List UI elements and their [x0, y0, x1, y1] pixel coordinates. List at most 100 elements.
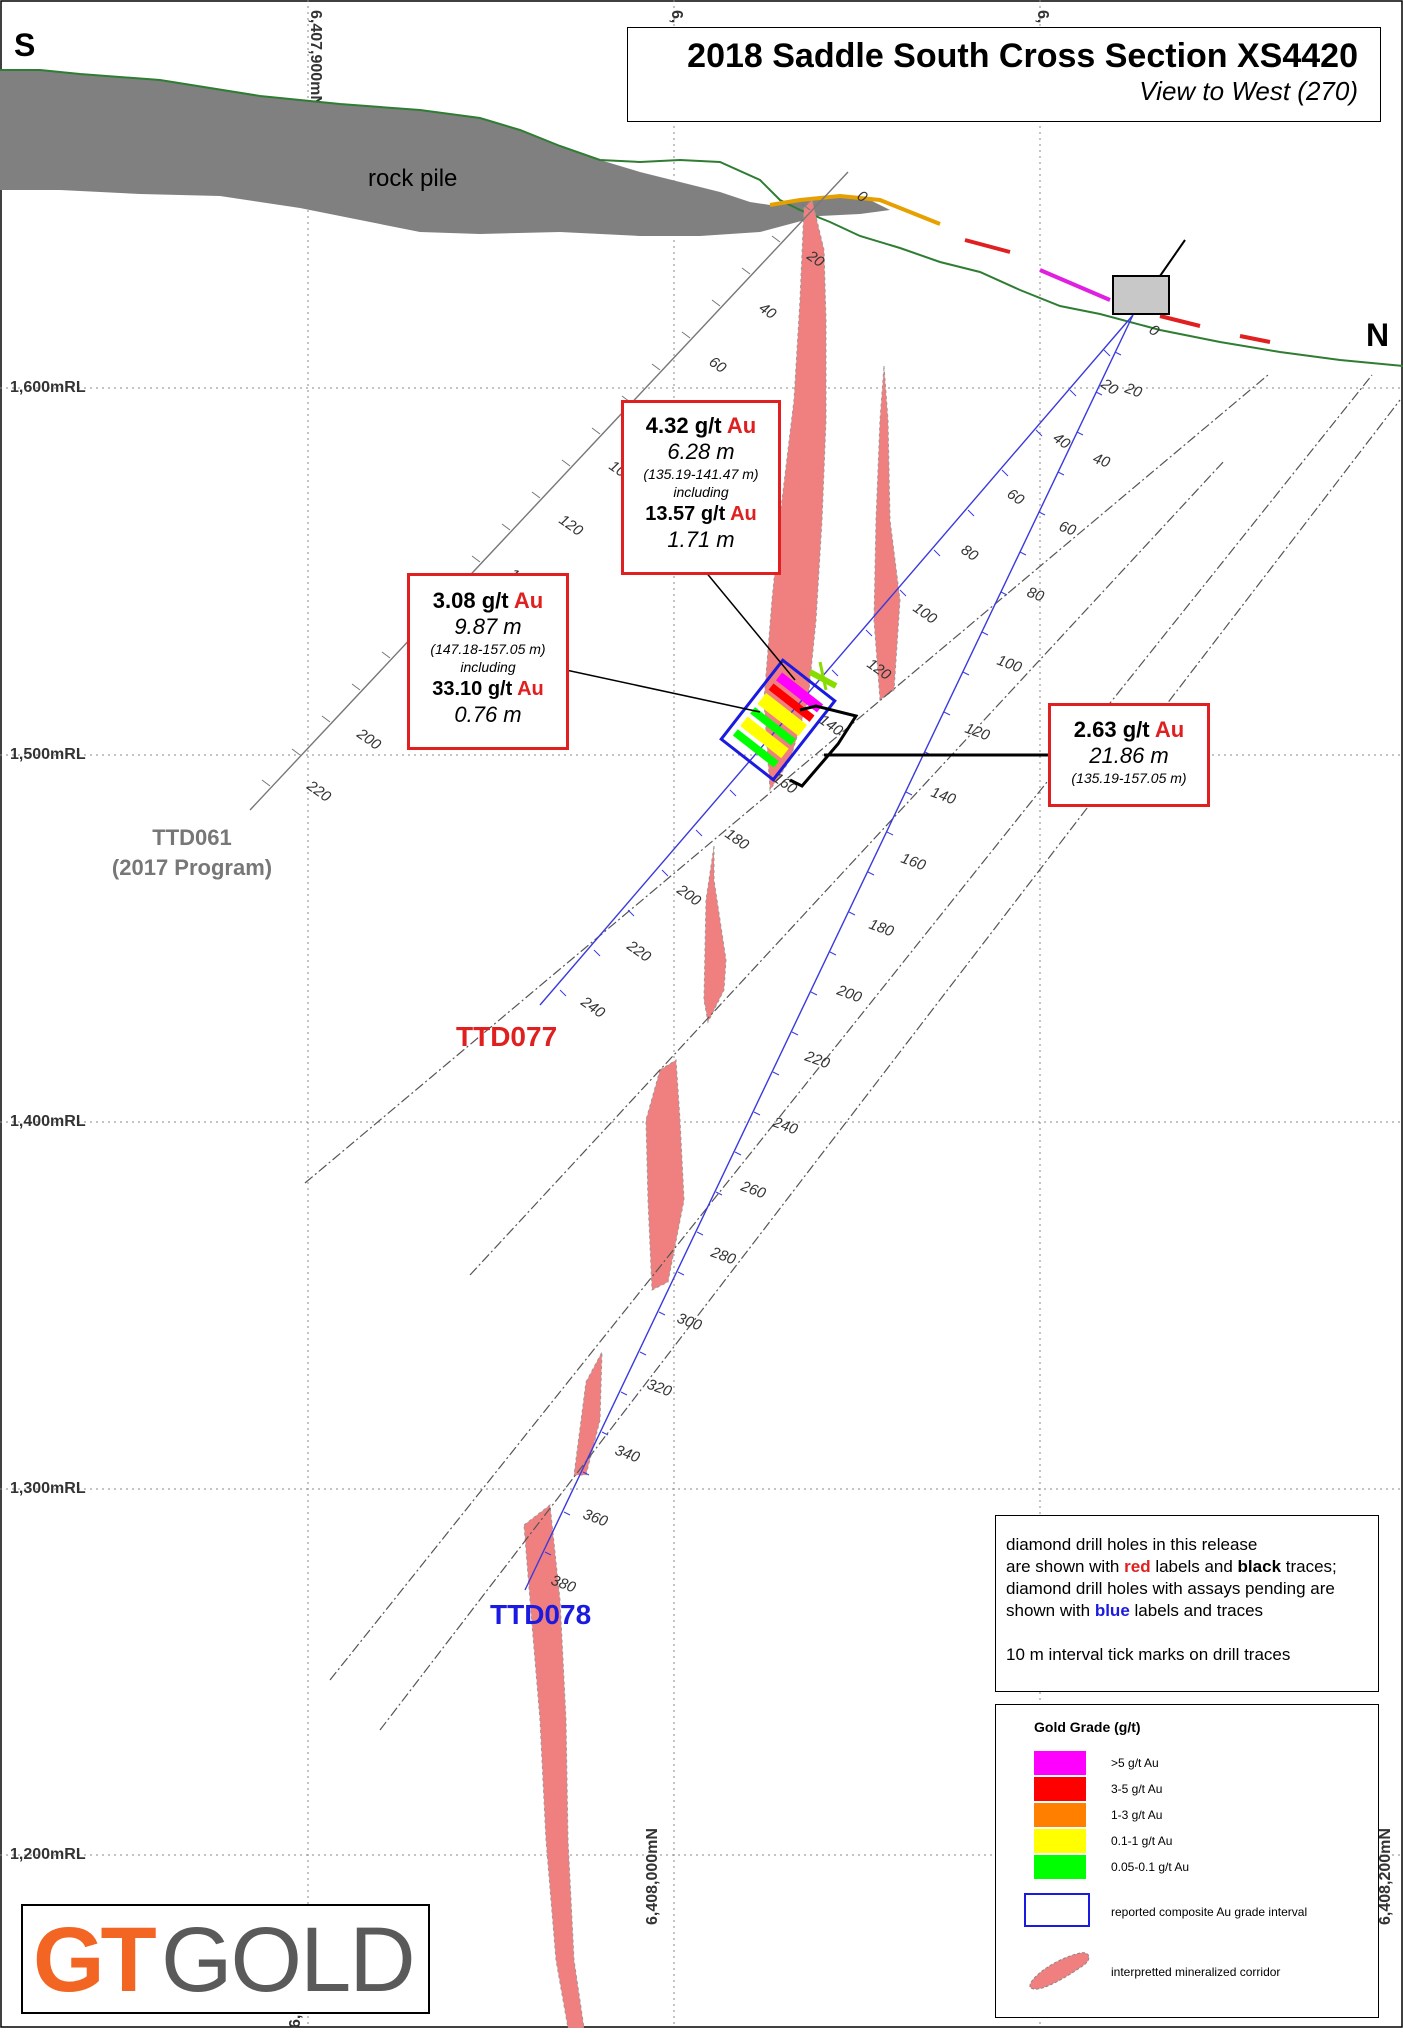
ttd078-tick-320: 320 [645, 1376, 675, 1401]
ttd078-tick-340: 340 [613, 1442, 643, 1467]
ttd077-tick-60: 60 [1004, 485, 1028, 509]
elevation-label-1200: 1,200mRL [10, 1846, 86, 1863]
ttd077-tick-40: 40 [1050, 429, 1074, 453]
ttd078-tick-100: 100 [995, 652, 1025, 677]
note-red-word: red [1124, 1557, 1151, 1576]
ttd078-tick-240: 240 [770, 1113, 801, 1138]
ttd078-tick-260: 260 [738, 1177, 769, 1202]
ttd078-tick-120: 120 [963, 720, 993, 745]
ttd078-tick-360: 360 [581, 1506, 611, 1531]
ttd077-tick-200: 200 [673, 881, 705, 910]
corridor-segment-2 [645, 1059, 685, 1291]
ttd078-tick-20: 20 [1122, 379, 1145, 401]
ttd078-tick-280: 280 [708, 1243, 739, 1268]
compass-south: S [14, 27, 35, 63]
ttd061-tick-60: 60 [706, 353, 730, 377]
company-logo: GT GOLD [21, 1904, 430, 2014]
interval-bracket [789, 704, 859, 788]
note-line-3: diamond drill holes with assays pending … [1006, 1579, 1335, 1598]
ttd061-tick-120: 120 [556, 511, 587, 540]
intercept-3-element: Au [1154, 717, 1185, 742]
ttd061-tick-40: 40 [756, 299, 780, 323]
mineralized-corridors [523, 199, 901, 2029]
logo-gold: GOLD [161, 1909, 416, 2011]
ttd078-name: TTD078 [490, 1599, 591, 1630]
legend-corridor-swatch [1029, 1952, 1090, 1990]
elevation-label-1400: 1,400mRL [10, 1113, 86, 1130]
note-line-2: are shown with red labels and black trac… [1006, 1556, 1368, 1578]
elevation-label-1500: 1,500mRL [10, 746, 86, 763]
ttd078-tick-140: 140 [929, 784, 959, 809]
surface-sample-red-2 [1159, 314, 1271, 344]
drill-pad-pointer [1159, 239, 1186, 277]
intercept-2-range: (147.18-157.05 m) [430, 641, 546, 657]
composite-interval-box [719, 658, 837, 782]
intercept-2-sub-grade: 33.10 g/t [432, 678, 513, 700]
intercept-1-element: Au [726, 413, 757, 438]
legend-label-1-3: 1-3 g/t Au [1111, 1808, 1163, 1822]
drill-hole-note: diamond drill holes in this release are … [995, 1515, 1379, 1692]
corridor-upper-right [873, 365, 901, 701]
note-line-4-b: labels and traces [1129, 1601, 1264, 1620]
ttd078-tick-200: 200 [834, 981, 865, 1006]
intercept-1-sub-element: Au [730, 503, 757, 525]
leader-intercept-2 [565, 669, 761, 713]
ttd078-tick-40: 40 [1091, 450, 1113, 472]
intercept-1-sub-length: 1.71 m [667, 527, 735, 552]
legend-label-0.1-1: 0.1-1 g/t Au [1111, 1834, 1173, 1848]
northing-label-bottom-right: 6,408,200mN [1377, 1828, 1394, 1925]
intercept-3-range: (135.19-157.05 m) [1071, 770, 1187, 786]
legend-label-gt5: >5 g/t Au [1111, 1756, 1159, 1770]
northing-label-top-mid: 6, [668, 10, 685, 23]
assay-interval-markers [719, 658, 838, 782]
legend-corridor-label: interpretted mineralized corridor [1111, 1965, 1281, 1979]
rock-pile-label: rock pile [368, 165, 457, 192]
corridor-segment-1 [703, 845, 727, 1024]
ttd077-tick-240: 240 [577, 993, 609, 1022]
ttd078-tick-80: 80 [1025, 584, 1047, 606]
northing-label-top: 6,407,900mN [307, 10, 324, 107]
ttd061-tick-200: 200 [353, 725, 385, 754]
legend-swatch-0.05-0.1 [1034, 1855, 1086, 1879]
note-line-4: shown with blue labels and traces [1006, 1600, 1368, 1622]
ttd077-tick-80: 80 [958, 541, 982, 565]
intercept-1-length: 6.28 m [667, 439, 735, 464]
legend-swatch-1-3 [1034, 1803, 1086, 1827]
ttd061-name: TTD061 [152, 825, 231, 850]
compass-north: N [1366, 317, 1389, 353]
topography-line [0, 69, 1403, 367]
ttd077-tick-100: 100 [910, 599, 941, 628]
surface-sample-red [964, 238, 1011, 254]
intercept-1-sub-grade: 13.57 g/t [645, 503, 726, 525]
corridor-lower [523, 1504, 585, 2029]
intercept-3-length: 21.86 m [1089, 743, 1169, 768]
intercept-2-including: including [460, 659, 516, 675]
ttd078-trace: 0 20 40 60 80 100 120 140 160 180 200 22… [524, 314, 1163, 1597]
intercept-2-sub-length: 0.76 m [454, 702, 522, 727]
legend-swatch-gt5 [1034, 1751, 1086, 1775]
intercept-1-grade: 4.32 g/t [645, 413, 722, 438]
ttd078-tick-220: 220 [802, 1047, 833, 1072]
intercept-1-range: (135.19-141.47 m) [643, 466, 759, 482]
ttd061-program: (2017 Program) [112, 855, 272, 880]
legend-label-3-5: 3-5 g/t Au [1111, 1782, 1163, 1796]
note-line-2-a: are shown with [1006, 1557, 1125, 1576]
note-black-word: black [1237, 1557, 1282, 1576]
corridor-upper [763, 199, 827, 792]
intercept-2-grade: 3.08 g/t [432, 588, 509, 613]
intercept-1-including: including [673, 484, 729, 500]
legend-composite-swatch [1024, 1893, 1090, 1927]
section-subtitle: View to West (270) [1139, 76, 1358, 106]
legend: Gold Grade (g/t) >5 g/t Au 3-5 g/t Au 1-… [995, 1704, 1379, 2018]
corridor-segment-3 [573, 1351, 603, 1476]
ttd078-tick-60: 60 [1057, 518, 1079, 540]
leader-intercept-1 [699, 564, 796, 681]
surface-sample-orange [769, 193, 941, 226]
ttd077-name: TTD077 [456, 1021, 557, 1052]
ttd078-tick-180: 180 [867, 916, 897, 941]
logo-gt: GT [33, 1909, 157, 2011]
section-title: 2018 Saddle South Cross Section XS4420 [687, 37, 1358, 75]
elevation-label-1600: 1,600mRL [10, 379, 86, 396]
intercept-2-element: Au [513, 588, 544, 613]
